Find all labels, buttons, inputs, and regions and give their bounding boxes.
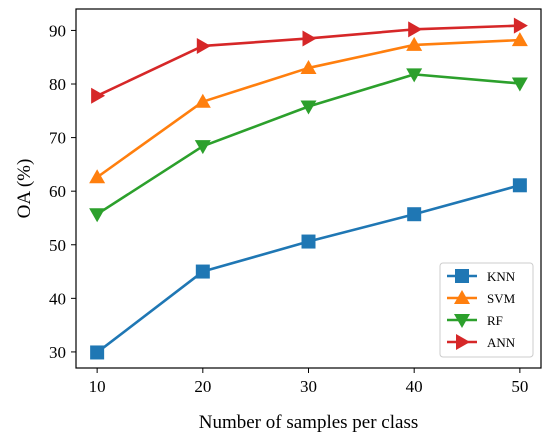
data-point-svm [300, 59, 317, 74]
data-point-rf [406, 68, 423, 83]
legend-label-ann: ANN [487, 335, 516, 350]
data-point-knn [512, 178, 527, 193]
data-point-ann [408, 21, 423, 38]
legend-marker-svm [454, 290, 470, 304]
y-axis: 30 40 50 60 70 80 90 [49, 21, 76, 362]
data-point-svm [511, 32, 528, 47]
series-svm [89, 32, 528, 184]
x-tick-label: 40 [406, 377, 423, 396]
x-axis: 10 20 30 40 50 [89, 368, 528, 396]
data-point-svm [89, 169, 106, 184]
y-tick-label: 60 [49, 182, 66, 201]
data-point-rf [194, 140, 211, 155]
data-point-svm [406, 36, 423, 51]
data-point-ann [513, 17, 528, 34]
legend-marker-knn [455, 269, 469, 283]
legend-marker-ann [456, 334, 470, 350]
legend-label-knn: KNN [487, 269, 516, 284]
data-point-knn [195, 264, 210, 279]
series-knn [90, 178, 527, 360]
y-tick-label: 80 [49, 75, 66, 94]
x-axis-title: Number of samples per class [199, 412, 419, 433]
data-point-ann [91, 87, 106, 104]
data-point-ann [302, 30, 317, 47]
legend-label-rf: RF [487, 313, 503, 328]
data-point-rf [511, 77, 528, 92]
y-axis-title: OA (%) [14, 159, 35, 219]
series-rf [89, 68, 528, 223]
data-point-knn [90, 345, 105, 360]
series-line-rf [96, 73, 520, 216]
legend-label-svm: SVM [487, 291, 516, 306]
series-ann [91, 17, 528, 104]
y-tick-label: 90 [49, 21, 66, 40]
data-point-rf [300, 100, 317, 115]
x-tick-label: 10 [89, 377, 106, 396]
legend-marker-rf [454, 314, 470, 328]
y-tick-label: 70 [49, 129, 66, 148]
data-point-rf [89, 208, 106, 223]
y-tick-label: 40 [49, 289, 66, 308]
y-tick-label: 50 [49, 236, 66, 255]
data-point-knn [301, 234, 316, 249]
x-tick-label: 20 [194, 377, 211, 396]
x-tick-label: 30 [300, 377, 317, 396]
x-tick-label: 50 [511, 377, 528, 396]
data-point-svm [194, 93, 211, 108]
y-tick-label: 30 [49, 343, 66, 362]
legend-box [439, 262, 534, 358]
legend: KNN SVM RF ANN [439, 262, 534, 358]
data-point-knn [407, 207, 422, 222]
plot-series-layer [89, 17, 528, 360]
data-point-ann [196, 37, 211, 54]
